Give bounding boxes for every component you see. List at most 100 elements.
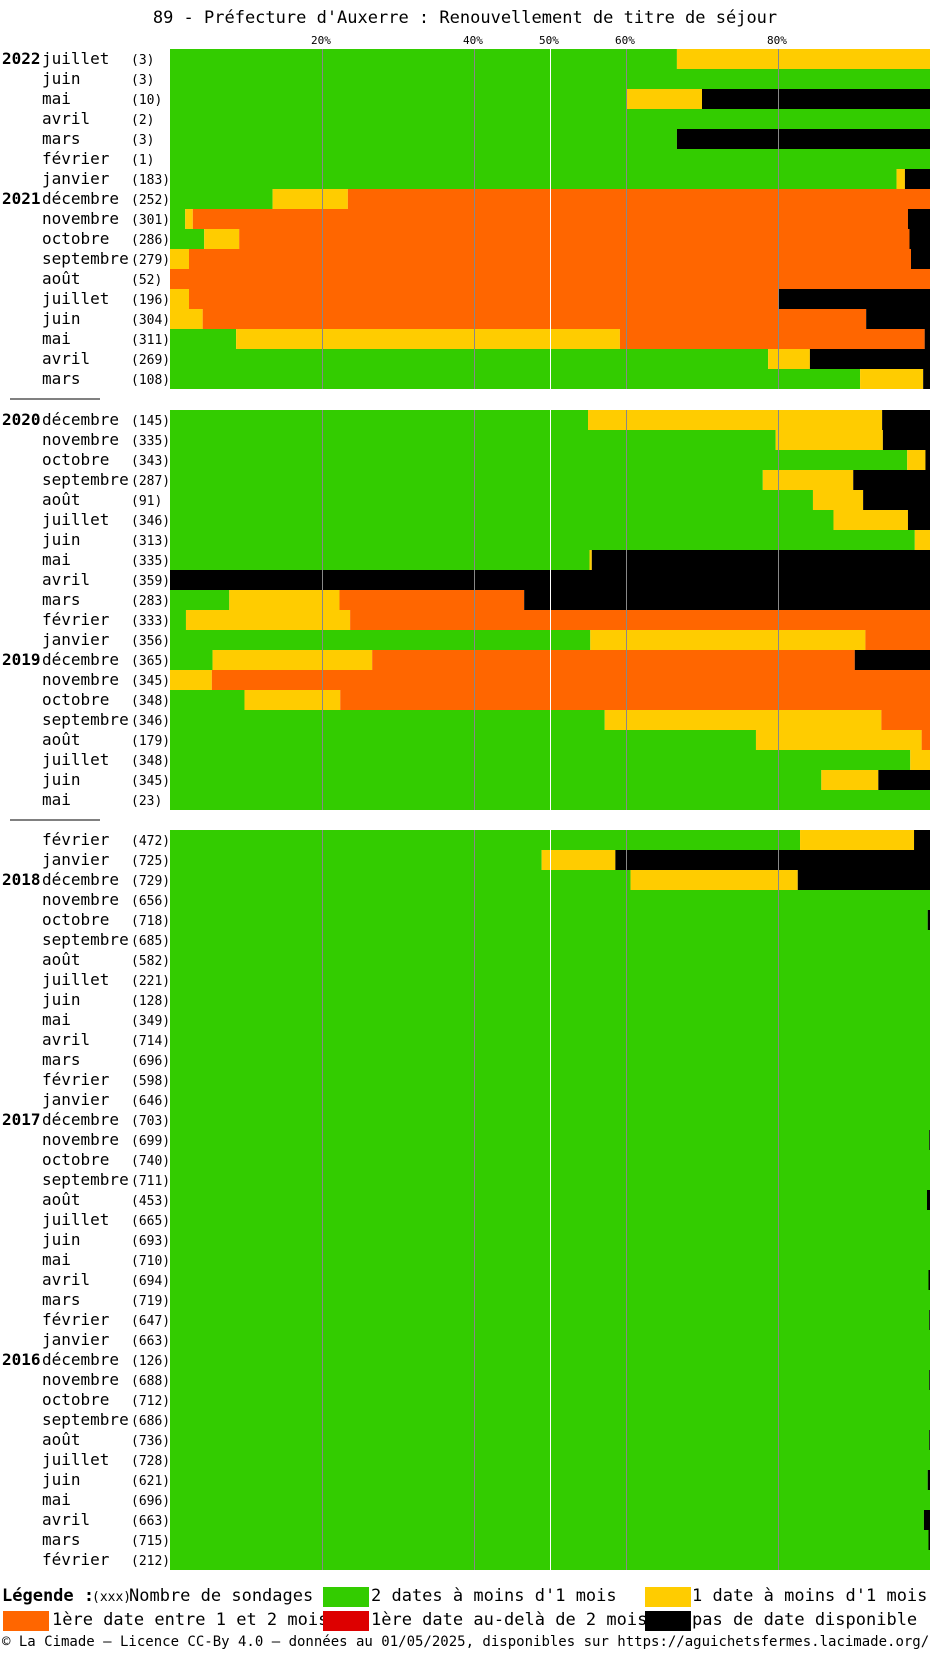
month-label: août: [42, 1430, 81, 1449]
count-label: (694): [131, 1274, 170, 1289]
bar-segment-green: [170, 1510, 924, 1530]
bar-segment-green: [170, 49, 677, 69]
count-label: (718): [131, 914, 170, 929]
bar-segment-yellow: [630, 870, 798, 890]
bar-segment-green: [170, 690, 245, 710]
legend-swatch-orange: [3, 1611, 49, 1631]
count-label: (346): [131, 714, 170, 729]
count-label: (685): [131, 934, 170, 949]
month-label: décembre: [42, 650, 119, 669]
bar-segment-black: [914, 830, 930, 850]
bar-segment-black: [909, 229, 930, 249]
bar-segment-green: [170, 189, 273, 209]
bar-segment-green: [170, 630, 591, 650]
month-label: août: [42, 730, 81, 749]
month-label: février: [42, 149, 110, 168]
month-label: août: [42, 490, 81, 509]
bar-segment-green: [170, 750, 911, 770]
month-label: décembre: [42, 870, 119, 889]
bar-segment-green: [170, 850, 542, 870]
month-label: décembre: [42, 1110, 119, 1129]
bar-segment-black: [809, 349, 930, 369]
count-label: (621): [131, 1474, 170, 1489]
bar-segment-black: [702, 89, 930, 109]
bar-segment-black: [866, 309, 930, 329]
month-label: décembre: [42, 1350, 119, 1369]
count-label: (453): [131, 1194, 170, 1209]
count-label: (582): [131, 954, 170, 969]
month-label: juillet: [42, 510, 109, 529]
bar-segment-green: [170, 510, 834, 530]
legend-swatch-red: [323, 1611, 369, 1631]
legend-count-label: Nombre de sondages: [129, 1586, 314, 1606]
count-label: (696): [131, 1494, 170, 1509]
month-label: mars: [42, 369, 81, 388]
bar-segment-orange: [347, 189, 930, 209]
count-label: (356): [131, 634, 170, 649]
count-label: (3): [131, 53, 154, 68]
month-label: novembre: [42, 1130, 119, 1149]
bar-segment-green: [170, 1310, 930, 1330]
bar-segment-green: [170, 1190, 927, 1210]
count-label: (349): [131, 1014, 170, 1029]
x-tick-label: 50%: [539, 34, 559, 47]
bar-segment-orange: [340, 690, 930, 710]
month-label: juin: [42, 770, 81, 789]
month-label: septembre: [42, 930, 129, 949]
month-label: mars: [42, 1530, 81, 1549]
bar-segment-orange: [339, 590, 525, 610]
month-label: février: [42, 610, 110, 629]
bar-segment-yellow: [910, 750, 930, 770]
bar-segment-black: [854, 650, 930, 670]
bar-segment-green: [170, 830, 801, 850]
month-label: octobre: [42, 229, 109, 248]
count-label: (252): [131, 193, 170, 208]
month-label: juin: [42, 1230, 81, 1249]
count-label: (663): [131, 1514, 170, 1529]
month-label: janvier: [42, 850, 110, 869]
count-label: (126): [131, 1354, 170, 1369]
bar-segment-black: [882, 430, 930, 450]
month-label: juillet: [42, 1210, 109, 1229]
bar-segment-yellow: [244, 690, 341, 710]
bar-segment-yellow: [170, 289, 189, 309]
month-label: octobre: [42, 690, 109, 709]
month-label: mars: [42, 1290, 81, 1309]
stacked-bar-chart: 20% 40% 50% 60% 80% 2022 juillet (3)juin (3)mai…: [2, 34, 930, 1570]
month-label: avril: [42, 1270, 90, 1289]
bar-segment-yellow: [896, 169, 905, 189]
bar-segment-yellow: [768, 349, 810, 369]
bar-segment-black: [926, 1190, 930, 1210]
bar-segment-green: [170, 1530, 929, 1550]
count-label: (3): [131, 73, 154, 88]
bar-segment-green: [170, 329, 237, 349]
bar-segment-green: [170, 710, 605, 730]
month-label: janvier: [42, 1330, 110, 1349]
month-label: janvier: [42, 630, 110, 649]
month-label: mai: [42, 550, 71, 569]
month-label: octobre: [42, 1390, 109, 1409]
month-label: juillet: [42, 49, 109, 68]
month-label: août: [42, 1190, 81, 1209]
month-label: mai: [42, 1490, 71, 1509]
bar-segment-black: [907, 510, 930, 530]
count-label: (346): [131, 514, 170, 529]
bar-segment-yellow: [604, 710, 882, 730]
year-label: 2022: [2, 49, 41, 68]
bar-segment-green: [170, 1370, 930, 1390]
bar-segment-green: [170, 590, 230, 610]
month-label: juillet: [42, 1450, 109, 1469]
bar-segment-yellow: [775, 430, 883, 450]
footer-credit: © La Cimade — Licence CC-By 4.0 — donnée…: [2, 1634, 930, 1650]
count-label: (715): [131, 1534, 170, 1549]
bar-segment-black: [797, 870, 930, 890]
bar-segment-green: [170, 870, 631, 890]
legend-label-green: 2 dates à moins d'1 mois: [371, 1586, 617, 1606]
month-label: avril: [42, 570, 90, 589]
count-label: (736): [131, 1434, 170, 1449]
month-label: mai: [42, 89, 71, 108]
count-label: (703): [131, 1114, 170, 1129]
bar-segment-green: [170, 349, 769, 369]
bar-segment-black: [928, 1530, 930, 1550]
x-tick-label: 40%: [463, 34, 483, 47]
